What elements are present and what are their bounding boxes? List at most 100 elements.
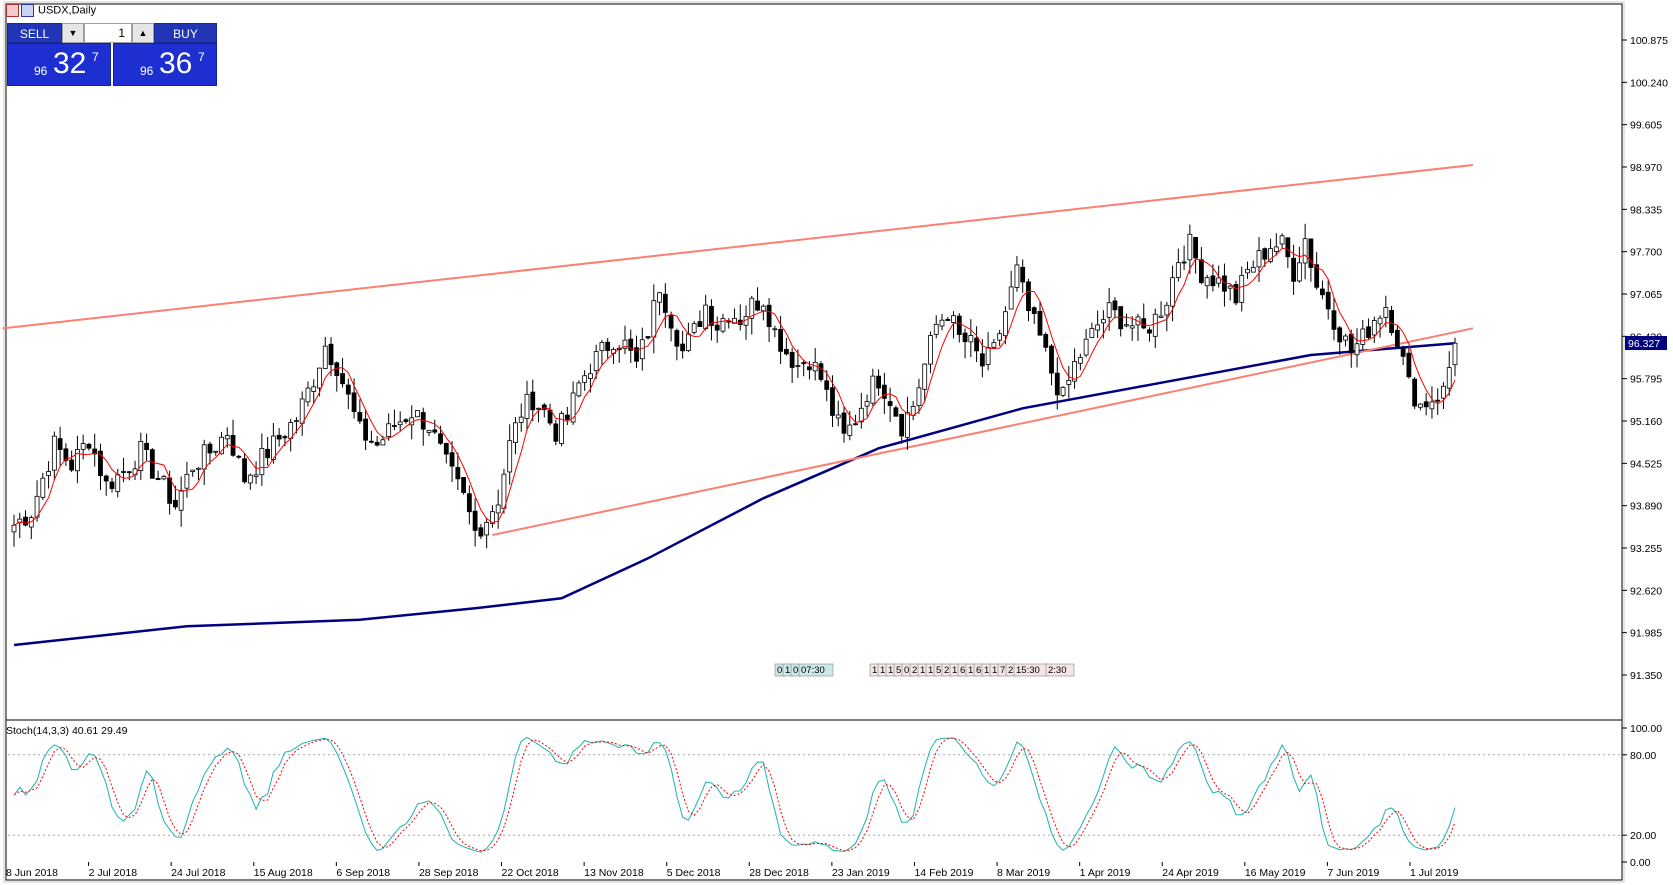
candle-body	[461, 477, 466, 493]
candle	[495, 489, 501, 529]
candle	[334, 361, 340, 392]
candle	[766, 298, 772, 342]
candle-body	[288, 422, 294, 439]
candle	[1446, 351, 1452, 396]
candle-body	[1268, 248, 1273, 262]
candle	[478, 523, 484, 540]
event-marker-label: 6	[960, 665, 965, 676]
candle-body	[864, 401, 870, 407]
candle	[599, 339, 605, 366]
candle-body	[1273, 246, 1279, 252]
candle	[645, 336, 651, 340]
candle	[276, 428, 282, 447]
candle	[1066, 365, 1072, 399]
candle	[749, 295, 755, 335]
quantity-input[interactable]: 1	[84, 23, 132, 43]
candle	[628, 329, 634, 363]
x-tick-label: 16 May 2019	[1245, 867, 1306, 879]
candle	[1147, 327, 1152, 342]
quantity-down-button[interactable]: ▼	[62, 23, 84, 43]
x-tick-label: 8 Jun 2018	[6, 867, 58, 879]
trendlines[interactable]	[2, 164, 1474, 536]
candle-body	[115, 474, 121, 492]
candle	[1302, 223, 1308, 280]
candle	[881, 372, 887, 414]
candle-body	[582, 375, 588, 383]
candle	[1193, 236, 1199, 274]
candle	[201, 439, 207, 485]
candle-body	[98, 450, 103, 477]
chart-frame	[3, 1, 1625, 883]
candle-body	[1124, 324, 1129, 327]
candle-body	[69, 459, 75, 471]
candle	[1106, 287, 1112, 331]
candle	[138, 432, 144, 481]
candle	[680, 330, 686, 359]
candle	[997, 329, 1003, 347]
candle-body	[213, 450, 219, 453]
candle	[484, 517, 490, 549]
candle-body	[778, 328, 784, 352]
candle-body	[657, 292, 662, 303]
candle	[893, 405, 899, 417]
candle-body	[484, 522, 490, 536]
candle-body	[92, 448, 98, 455]
candle	[1394, 325, 1400, 348]
candle-body	[478, 527, 484, 537]
candle	[732, 308, 737, 324]
fast-moving-average	[13, 247, 1456, 526]
event-marker-label: 15:30	[1016, 665, 1040, 676]
candle	[253, 461, 259, 485]
candle	[1118, 306, 1124, 337]
sell-price-big: 32	[53, 47, 87, 80]
event-markers[interactable]: 0 1 0 07:30 1 1 1 5 0 2 1 1 5 2 1 6 1 6 1 1 7 2 15:30 2:30	[774, 663, 1075, 677]
candle	[887, 387, 893, 422]
candle-body	[1181, 261, 1187, 264]
candle	[1262, 247, 1268, 267]
candle-body	[1308, 238, 1314, 268]
candle-body	[466, 493, 472, 513]
buy-price-box[interactable]: 96 36 7	[113, 43, 217, 86]
candle	[1233, 280, 1239, 306]
candle-body	[709, 306, 714, 326]
candle-body	[1354, 343, 1360, 356]
sell-button[interactable]: SELL	[7, 23, 62, 43]
candle-body	[380, 439, 386, 446]
candle	[242, 453, 247, 484]
candle	[403, 418, 409, 424]
candle	[1366, 318, 1371, 340]
y-tick-label: 100.240	[1630, 77, 1668, 89]
candle	[818, 361, 824, 382]
event-marker-label: 0	[793, 665, 798, 676]
x-tick-label: 13 Nov 2018	[584, 867, 644, 879]
candle-body	[1089, 328, 1095, 338]
candle-body	[1193, 237, 1199, 259]
candle	[524, 380, 530, 431]
candle-body	[1256, 250, 1262, 268]
candle	[1043, 332, 1049, 352]
candle-body	[1302, 238, 1308, 264]
quantity-up-button[interactable]: ▲	[132, 23, 154, 43]
candle-body	[432, 429, 438, 433]
candle-body	[1072, 361, 1077, 382]
candle	[132, 460, 138, 480]
indicator-label: Stoch(14,3,3) 40.61 29.49	[6, 725, 128, 737]
candle	[1135, 313, 1141, 341]
candle	[760, 304, 766, 321]
candle-body	[974, 337, 979, 352]
candle-body	[1291, 257, 1297, 282]
candle-body	[1320, 288, 1325, 296]
candle-body	[1239, 275, 1245, 303]
candle-body	[524, 393, 530, 419]
candle-body	[841, 412, 847, 434]
event-marker-label: 5	[936, 665, 941, 676]
sell-price-box[interactable]: 96 32 7	[7, 43, 111, 86]
candle-body	[1026, 281, 1031, 312]
candle-body	[340, 373, 345, 385]
event-marker-label: 2	[944, 665, 949, 676]
buy-button[interactable]: BUY	[154, 23, 217, 43]
candle-body	[1406, 352, 1412, 378]
candle-body	[23, 516, 28, 526]
slow-moving-average	[13, 341, 1456, 647]
